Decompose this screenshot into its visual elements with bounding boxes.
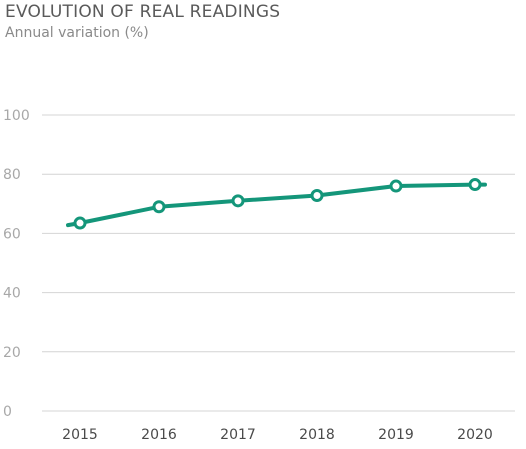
y-tick-label: 20 <box>3 345 21 361</box>
data-point-2020[interactable] <box>468 178 482 192</box>
x-tick-label: 2019 <box>378 427 414 443</box>
data-point-2017[interactable] <box>231 194 245 208</box>
y-axis-ticks: 0 20 40 60 80 100 <box>3 108 30 420</box>
y-tick-label: 40 <box>3 286 21 302</box>
chart-title: EVOLUTION OF REAL READINGS <box>5 2 281 22</box>
gridlines <box>42 114 515 412</box>
y-tick-label: 100 <box>3 108 30 124</box>
x-tick-label: 2020 <box>457 427 493 443</box>
x-axis-ticks: 2015 2016 2017 2018 2019 2020 <box>62 427 493 443</box>
series-line <box>66 182 487 228</box>
x-tick-label: 2018 <box>299 427 335 443</box>
x-tick-label: 2016 <box>141 427 177 443</box>
y-tick-label: 80 <box>3 167 21 183</box>
series-group <box>66 178 487 230</box>
y-tick-label: 60 <box>3 226 21 242</box>
data-point-2018[interactable] <box>310 189 324 203</box>
data-point-2019[interactable] <box>389 179 403 193</box>
y-tick-label: 0 <box>3 404 12 420</box>
x-tick-label: 2015 <box>62 427 98 443</box>
data-point-2015[interactable] <box>73 216 87 230</box>
x-tick-label: 2017 <box>220 427 256 443</box>
data-point-2016[interactable] <box>152 200 166 214</box>
chart-subtitle: Annual variation (%) <box>5 25 149 41</box>
